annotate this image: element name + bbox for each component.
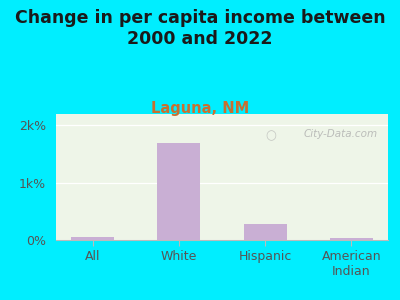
Text: Laguna, NM: Laguna, NM <box>151 100 249 116</box>
Text: ○: ○ <box>265 129 276 142</box>
Text: Change in per capita income between
2000 and 2022: Change in per capita income between 2000… <box>15 9 385 48</box>
Text: City-Data.com: City-Data.com <box>304 129 378 139</box>
Bar <box>71 237 114 240</box>
Bar <box>244 224 287 240</box>
Bar <box>157 142 200 240</box>
Bar <box>330 238 373 240</box>
